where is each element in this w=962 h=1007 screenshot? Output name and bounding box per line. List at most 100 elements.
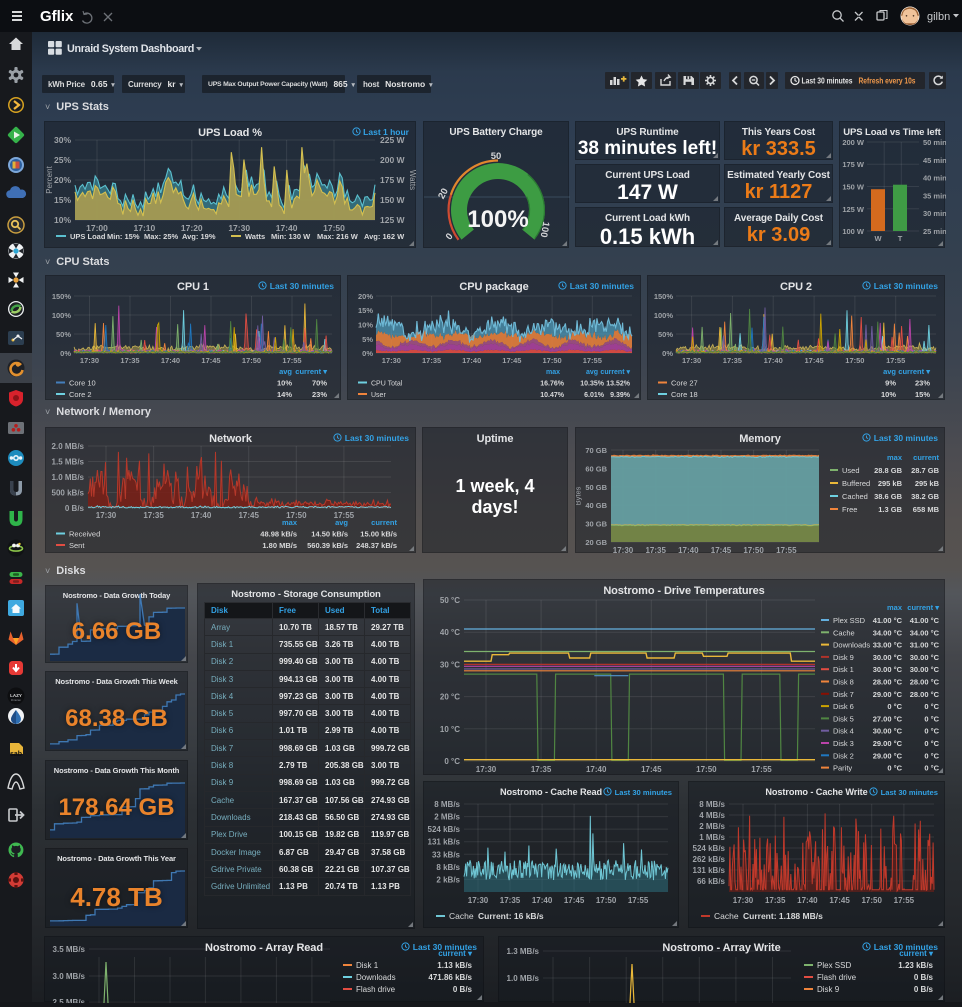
svg-text:avg: avg bbox=[335, 518, 348, 527]
svg-text:Disk 4: Disk 4 bbox=[833, 727, 854, 736]
svg-text:0%: 0% bbox=[60, 349, 71, 358]
svg-text:17:10: 17:10 bbox=[134, 223, 156, 233]
svg-text:20%: 20% bbox=[358, 292, 373, 301]
svg-text:Max: 216 W: Max: 216 W bbox=[317, 232, 359, 241]
svg-text:66 kB/s: 66 kB/s bbox=[697, 877, 726, 886]
svg-text:8 kB/s: 8 kB/s bbox=[436, 863, 460, 872]
svg-text:Avg: 162 W: Avg: 162 W bbox=[364, 232, 405, 241]
svg-text:100 W: 100 W bbox=[842, 227, 865, 236]
svg-text:librarian: librarian bbox=[11, 698, 21, 702]
svg-text:Parity: Parity bbox=[833, 764, 852, 773]
svg-text:2 MB/s: 2 MB/s bbox=[434, 813, 460, 822]
svg-text:50%: 50% bbox=[658, 330, 673, 339]
svg-text:Current: 16 kB/s: Current: 16 kB/s bbox=[478, 911, 544, 921]
svg-text:Core 27: Core 27 bbox=[671, 379, 698, 388]
svg-text:Disk 1: Disk 1 bbox=[833, 665, 854, 674]
svg-text:15%: 15% bbox=[358, 306, 373, 315]
svg-text:2 MB/s: 2 MB/s bbox=[699, 822, 725, 831]
svg-text:150%: 150% bbox=[52, 292, 72, 301]
svg-text:Disk 2: Disk 2 bbox=[833, 751, 854, 760]
svg-text:Disk 5: Disk 5 bbox=[833, 714, 854, 723]
svg-text:17:45: 17:45 bbox=[711, 546, 732, 554]
svg-text:125 W: 125 W bbox=[380, 215, 406, 225]
svg-text:Disk 1: Disk 1 bbox=[356, 961, 379, 970]
svg-text:28.7 GB: 28.7 GB bbox=[911, 466, 940, 475]
svg-text:8 MB/s: 8 MB/s bbox=[434, 800, 460, 809]
svg-text:avg: avg bbox=[279, 367, 292, 376]
svg-text:175 W: 175 W bbox=[842, 160, 865, 169]
svg-text:560.39 kB/s: 560.39 kB/s bbox=[307, 541, 348, 550]
svg-text:150 W: 150 W bbox=[380, 195, 406, 205]
svg-text:17:30: 17:30 bbox=[733, 896, 754, 905]
svg-text:17:50: 17:50 bbox=[596, 896, 617, 905]
svg-text:29.00 °C: 29.00 °C bbox=[873, 751, 903, 760]
svg-text:50%: 50% bbox=[56, 330, 71, 339]
svg-text:17:40: 17:40 bbox=[161, 356, 180, 365]
svg-text:17:35: 17:35 bbox=[723, 356, 742, 365]
svg-text:9.39%: 9.39% bbox=[610, 392, 631, 399]
svg-text:6.01%: 6.01% bbox=[584, 392, 605, 399]
svg-text:Flash drive: Flash drive bbox=[817, 973, 857, 982]
svg-text:17:55: 17:55 bbox=[886, 356, 905, 365]
svg-text:28.8 GB: 28.8 GB bbox=[874, 466, 903, 475]
svg-text:Disk 9: Disk 9 bbox=[833, 653, 854, 662]
svg-text:Min: 130 W: Min: 130 W bbox=[271, 232, 311, 241]
svg-text:1.3 GB: 1.3 GB bbox=[878, 505, 902, 514]
svg-text:23%: 23% bbox=[915, 379, 930, 388]
svg-text:1.5 MB/s: 1.5 MB/s bbox=[52, 458, 85, 467]
svg-text:30.00 °C: 30.00 °C bbox=[910, 653, 940, 662]
svg-text:10.35%: 10.35% bbox=[580, 381, 605, 388]
svg-text:0 °C: 0 °C bbox=[887, 764, 902, 773]
svg-text:27.00 °C: 27.00 °C bbox=[873, 714, 903, 723]
svg-text:17:50: 17:50 bbox=[696, 765, 717, 774]
svg-text:3.5 MB/s: 3.5 MB/s bbox=[53, 945, 86, 954]
svg-text:175 W: 175 W bbox=[380, 175, 406, 185]
svg-text:Disk 6: Disk 6 bbox=[833, 702, 854, 711]
svg-text:50: 50 bbox=[491, 151, 502, 162]
svg-text:17:40: 17:40 bbox=[276, 223, 298, 233]
svg-text:125 W: 125 W bbox=[842, 205, 865, 214]
svg-text:W: W bbox=[874, 234, 882, 243]
svg-text:max: max bbox=[887, 453, 903, 462]
svg-text:10%: 10% bbox=[54, 215, 71, 225]
svg-text:0%: 0% bbox=[662, 349, 673, 358]
svg-text:3.0 MB/s: 3.0 MB/s bbox=[53, 972, 86, 981]
svg-text:17:55: 17:55 bbox=[776, 546, 797, 554]
svg-text:Sent: Sent bbox=[69, 541, 85, 550]
svg-text:sab: sab bbox=[10, 751, 22, 758]
svg-text:524 kB/s: 524 kB/s bbox=[693, 844, 726, 853]
svg-text:0 °C: 0 °C bbox=[924, 764, 939, 773]
svg-text:50 °C: 50 °C bbox=[440, 596, 460, 605]
svg-text:current: current bbox=[913, 453, 939, 462]
svg-text:0 °C: 0 °C bbox=[887, 702, 902, 711]
svg-text:658 MB: 658 MB bbox=[913, 505, 940, 514]
svg-text:0 B/s: 0 B/s bbox=[914, 985, 934, 994]
svg-text:0 °C: 0 °C bbox=[924, 727, 939, 736]
svg-text:17:50: 17:50 bbox=[286, 511, 307, 520]
svg-text:30 GB: 30 GB bbox=[585, 520, 607, 529]
svg-text:40 °C: 40 °C bbox=[440, 628, 460, 637]
svg-text:17:30: 17:30 bbox=[682, 356, 701, 365]
svg-text:131 kB/s: 131 kB/s bbox=[428, 838, 461, 847]
svg-text:Avg: 19%: Avg: 19% bbox=[182, 232, 216, 241]
svg-text:Used: Used bbox=[842, 466, 860, 475]
svg-text:33.00 °C: 33.00 °C bbox=[873, 641, 903, 650]
svg-text:225 W: 225 W bbox=[380, 135, 406, 145]
svg-text:UPS Load: UPS Load bbox=[70, 232, 106, 241]
svg-text:max: max bbox=[546, 369, 560, 376]
svg-text:Received: Received bbox=[69, 530, 100, 539]
svg-text:0 °C: 0 °C bbox=[924, 702, 939, 711]
svg-text:150%: 150% bbox=[654, 292, 674, 301]
svg-text:max: max bbox=[887, 603, 903, 612]
svg-text:1.0 MB/s: 1.0 MB/s bbox=[52, 473, 85, 482]
svg-text:100%: 100% bbox=[52, 311, 72, 320]
svg-text:17:20: 17:20 bbox=[181, 223, 203, 233]
svg-text:Core 10: Core 10 bbox=[69, 379, 96, 388]
svg-text:30 °C: 30 °C bbox=[440, 660, 460, 669]
svg-text:17:45: 17:45 bbox=[564, 896, 585, 905]
svg-text:14.50 kB/s: 14.50 kB/s bbox=[311, 530, 348, 539]
svg-text:17:40: 17:40 bbox=[797, 896, 818, 905]
svg-text:Current: 1.188 MB/s: Current: 1.188 MB/s bbox=[743, 911, 823, 921]
svg-text:295 kB: 295 kB bbox=[878, 479, 903, 488]
svg-text:17:35: 17:35 bbox=[531, 765, 552, 774]
